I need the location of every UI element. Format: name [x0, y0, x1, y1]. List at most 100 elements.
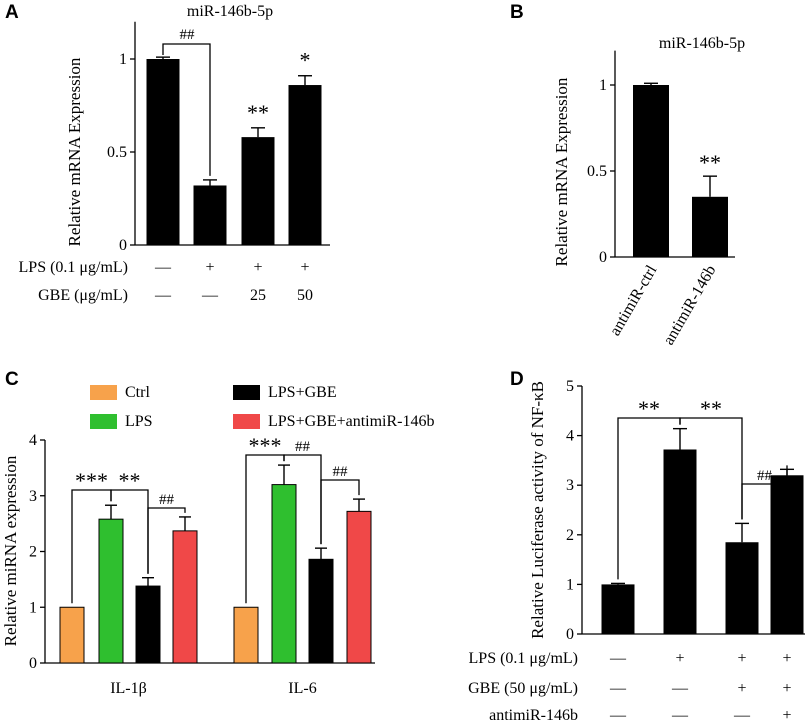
y-tick-label: 1 [119, 51, 127, 68]
treatment-row-label: antimiR-146b [489, 707, 578, 724]
treatment-cell: + [782, 707, 791, 724]
y-axis-label: Relative mRNA Expression [65, 57, 84, 246]
treatment-row-label: GBE (50 μg/mL) [468, 680, 578, 697]
y-tick-label: 3 [566, 477, 574, 494]
treatment-cell: + [782, 680, 791, 697]
bar [770, 475, 804, 634]
x-tick-label: IL-1β [110, 680, 147, 697]
y-tick-label: 1 [566, 576, 574, 593]
bracket-label: ## [333, 464, 349, 480]
panel-label-a: A [5, 2, 19, 23]
treatment-cell: + [782, 650, 791, 667]
treatment-cell: — [671, 680, 689, 697]
treatment-cell: 50 [297, 287, 313, 304]
y-tick-label: 2 [29, 544, 37, 561]
significance-label: ** [247, 100, 269, 125]
y-axis-label: Relative miRNA expression [1, 455, 20, 646]
significance-bracket [147, 507, 186, 574]
legend-label: LPS [125, 413, 153, 430]
bar [308, 558, 334, 664]
y-tick-label: 0 [566, 626, 574, 643]
treatment-cell: + [737, 680, 746, 697]
treatment-cell: + [737, 650, 746, 667]
treatment-row-label: LPS (0.1 μg/mL) [469, 650, 578, 667]
treatment-cell: — [154, 287, 172, 304]
treatment-row-label: LPS (0.1 μg/mL) [19, 259, 128, 276]
treatment-cell: — [201, 287, 219, 304]
y-tick-label: 4 [566, 428, 574, 445]
bracket-label: *** [75, 468, 108, 493]
y-axis-label: Relative mRNA Expression [552, 77, 571, 266]
chart-c: 0 1 2 3 4 Relative miRNA expression IL-1β IL-6 *… [1, 384, 435, 697]
treatment-row-label: GBE (μg/mL) [38, 287, 128, 304]
panel-label-b: B [510, 2, 524, 23]
y-tick-label: 4 [29, 432, 37, 449]
bracket-label: ** [638, 396, 660, 421]
y-tick-label: 1 [29, 599, 37, 616]
y-tick-label: 3 [29, 488, 37, 505]
bar [241, 137, 275, 245]
y-tick-label: 0 [29, 655, 37, 672]
legend-swatch [90, 414, 117, 429]
panel-label-d: D [510, 369, 524, 390]
legend-label: LPS+GBE+antimiR-146b [268, 413, 435, 430]
bracket-label: ** [119, 468, 141, 493]
bracket-label: ## [295, 439, 311, 455]
treatment-cell: 25 [250, 287, 266, 304]
x-tick-label: antimiR-146b [660, 263, 719, 348]
bar [193, 185, 227, 245]
bar [135, 585, 161, 664]
significance-label: ** [699, 150, 721, 175]
bracket-label: ** [700, 396, 722, 421]
treatment-cell: — [609, 650, 627, 667]
bar [692, 196, 728, 257]
legend-swatch [90, 385, 117, 400]
chart-b: 0 0.5 1 miR-146b-5p Relative mRNA Expression… [552, 35, 745, 348]
chart-a: 0 0.5 1 miR-146b-5p Relative mRNA Expression… [19, 3, 330, 304]
legend-swatch [233, 385, 260, 400]
chart-d: 0 1 2 3 4 5 Relative Luciferase activity of NF… [468, 378, 805, 724]
bracket-label: *** [249, 433, 282, 458]
treatment-cell: — [154, 259, 172, 276]
bar [271, 484, 297, 664]
bar [98, 518, 124, 664]
bar [663, 449, 697, 634]
treatment-cell: + [253, 259, 262, 276]
legend-label: Ctrl [125, 384, 150, 401]
bar [725, 542, 759, 634]
bracket-label: ## [159, 492, 175, 508]
treatment-cell: + [205, 259, 214, 276]
chart-title: miR-146b-5p [659, 35, 745, 52]
y-tick-label: 0.5 [587, 163, 607, 180]
significance-bracket [679, 417, 743, 520]
bar [288, 85, 322, 245]
significance-bracket [162, 43, 211, 176]
y-tick-label: 0.5 [107, 144, 127, 161]
treatment-cell: — [671, 707, 689, 724]
treatment-cell: — [609, 707, 627, 724]
y-tick-label: 0 [119, 237, 127, 254]
bar [633, 85, 669, 257]
significance-bracket [320, 479, 360, 545]
y-tick-label: 5 [566, 378, 574, 395]
y-tick-label: 1 [599, 77, 607, 94]
bar [172, 530, 198, 664]
treatment-cell: + [675, 650, 684, 667]
bracket-label: ## [757, 468, 773, 484]
bracket-label: ## [180, 27, 196, 43]
treatment-cell: — [609, 680, 627, 697]
y-axis-label: Relative Luciferase activity of NF-κB [528, 381, 547, 639]
panel-label-c: C [5, 369, 19, 390]
bar [601, 584, 635, 634]
treatment-cell: + [300, 259, 309, 276]
y-tick-label: 0 [599, 249, 607, 266]
legend-label: LPS+GBE [268, 384, 337, 401]
significance-label: * [300, 48, 311, 73]
bar [146, 59, 180, 245]
x-tick-label: IL-6 [288, 680, 316, 697]
y-tick-label: 2 [566, 527, 574, 544]
x-tick-label: antimiR-ctrl [607, 262, 661, 339]
treatment-cell: — [733, 707, 751, 724]
chart-title: miR-146b-5p [187, 3, 273, 20]
